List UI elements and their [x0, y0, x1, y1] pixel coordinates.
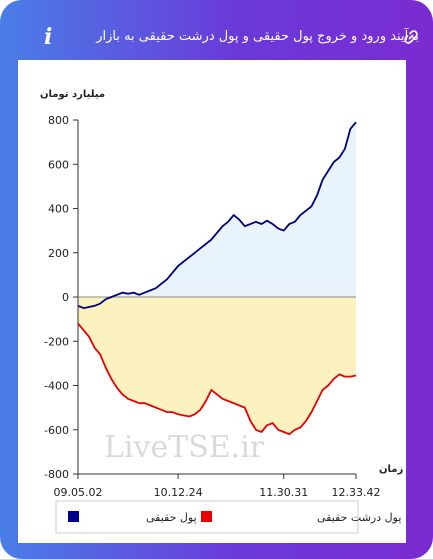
y-axis-label: میلیارد تومان	[40, 89, 105, 100]
chart-panel: LiveTSE.ir میلیارد تومان زمان 800 600 400 2…	[18, 60, 406, 543]
legend-swatch-0	[68, 511, 79, 522]
x-tick-label: 10.12.24	[154, 486, 203, 499]
x-tick-label: 11.30.31	[259, 486, 308, 499]
y-tick-label: 800	[48, 114, 69, 127]
legend-label-1: پول درشت حقیقی	[317, 511, 401, 524]
y-tick-label: -400	[44, 380, 69, 393]
y-tick-label: 0	[62, 291, 69, 304]
legend-swatch-1	[201, 511, 212, 522]
info-icon[interactable]: i	[44, 24, 53, 50]
y-tick-label: -800	[44, 468, 69, 481]
legend-label-0: پول حقیقی	[146, 511, 197, 524]
link-icon[interactable]	[403, 29, 419, 45]
series-area-0	[78, 122, 356, 309]
series-line-1	[77, 322, 357, 436]
series-line-0	[77, 121, 357, 310]
x-tick-label: 09.05.02	[54, 486, 103, 499]
x-tick-label: 12.33.42	[332, 486, 381, 499]
watermark: LiveTSE.ir	[104, 430, 265, 465]
y-tick-label: 200	[48, 247, 69, 260]
series-area-1	[78, 297, 356, 435]
x-axis-label: زمان	[379, 464, 403, 475]
y-tick-label: 400	[48, 203, 69, 216]
chart-svg: LiveTSE.ir میلیارد تومان زمان 800 600 400 2…	[40, 89, 403, 534]
y-tick-label: -200	[44, 335, 69, 348]
y-tick-label: 600	[48, 158, 69, 171]
chart-title: برآیند ورود و خروج پول حقیقی و پول درشت …	[96, 29, 419, 44]
y-tick-label: -600	[44, 424, 69, 437]
